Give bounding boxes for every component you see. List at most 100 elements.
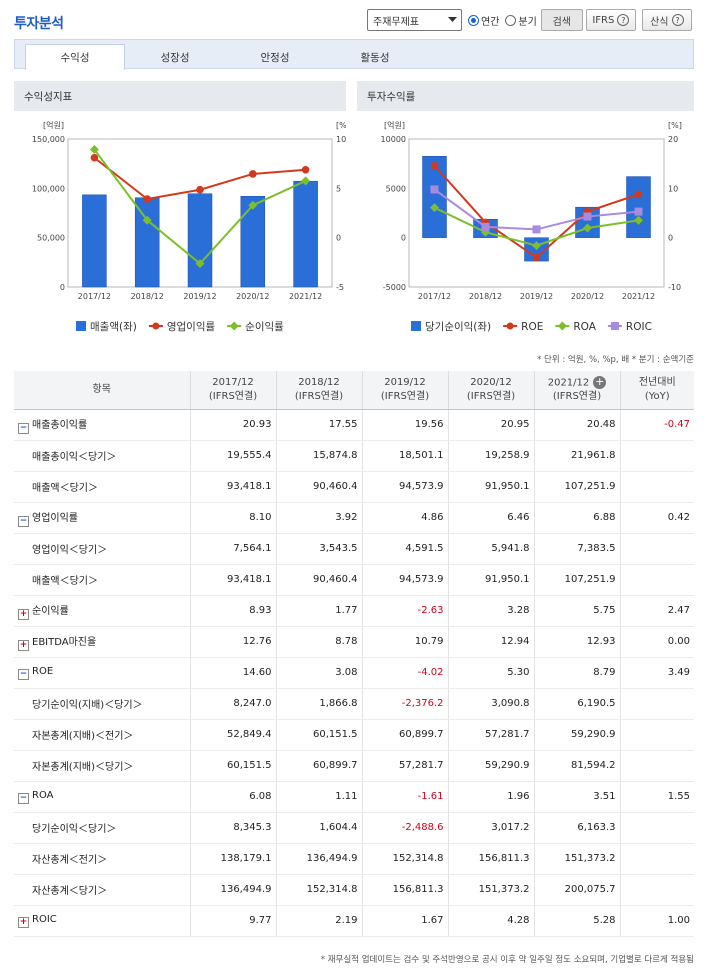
collapse-icon[interactable]: − <box>18 422 29 434</box>
column-header-sublabel: (IFRS연결) <box>208 390 258 402</box>
value-cell: 6,163.3 <box>533 812 620 844</box>
value-cell: 1.67 <box>361 905 448 937</box>
value-cell: 3.51 <box>533 781 620 813</box>
radio-quarter[interactable]: 분기 <box>505 13 537 28</box>
value-cell: 1,866.8 <box>275 688 362 720</box>
value-cell: 8.93 <box>189 595 276 627</box>
tab-stability[interactable]: 안정성 <box>260 51 290 64</box>
table-row: 자산총계＜당기＞ 136,494.9 152,314.8 156,811.3 151,3… <box>14 874 694 906</box>
data-point <box>481 222 490 231</box>
row-label: 영업이익＜당기＞ <box>32 545 108 556</box>
value-cell: 19.56 <box>361 409 448 441</box>
column-header-label: 2018/12 <box>298 376 340 388</box>
column-header: 2018/12 (IFRS연결) <box>275 371 362 410</box>
search-button-label: 검색 <box>552 16 572 28</box>
search-button[interactable]: 검색 <box>540 9 583 31</box>
table-row: 당기순이익＜당기＞ 8,345.3 1,604.4 -2,488.6 3,017.2 6,… <box>14 812 694 844</box>
collapse-icon[interactable]: − <box>18 515 29 527</box>
value-cell: 107,251.9 <box>533 564 620 596</box>
data-point <box>90 153 99 162</box>
value-cell: 7,383.5 <box>533 533 620 565</box>
row-label-cell: 당기순이익＜당기＞ <box>14 812 190 844</box>
value-cell: 3.92 <box>275 502 362 534</box>
value-cell: 4.86 <box>361 502 448 534</box>
row-label-cell: − 매출총이익률 <box>14 409 190 441</box>
yoy-cell <box>619 843 694 875</box>
x-tick-label: 2020/12 <box>236 292 269 301</box>
legend-marker <box>152 322 160 330</box>
collapse-icon[interactable]: − <box>18 668 29 680</box>
value-cell: 91,950.1 <box>447 471 534 503</box>
value-cell: 20.95 <box>447 409 534 441</box>
value-cell: 12.94 <box>447 626 534 658</box>
row-label: 당기순이익＜당기＞ <box>32 824 117 835</box>
y-left-unit: [억원] <box>384 120 405 130</box>
chevron-down-icon <box>448 17 457 22</box>
value-cell: 90,460.4 <box>275 564 362 596</box>
legend-label: 영업이익률 <box>167 320 216 333</box>
y-left-tick-label: 10000 <box>381 135 406 144</box>
y-left-unit: [억원] <box>43 120 64 130</box>
data-point <box>634 190 643 199</box>
row-label-cell: − ROE <box>14 657 190 689</box>
yoy-cell <box>619 440 694 472</box>
data-point <box>143 195 151 203</box>
expand-icon[interactable]: + <box>18 608 29 620</box>
value-cell: 12.76 <box>189 626 276 658</box>
column-header-sublabel: (IFRS연결) <box>294 390 344 402</box>
value-cell: 60,151.5 <box>275 719 362 751</box>
value-cell: 4.28 <box>447 905 534 937</box>
value-cell: 136,494.9 <box>189 874 276 906</box>
value-cell: -1.61 <box>361 781 448 813</box>
collapse-icon[interactable]: − <box>18 792 29 804</box>
y-left-tick-label: 150,000 <box>32 135 65 144</box>
tab-growth[interactable]: 성장성 <box>160 51 190 64</box>
row-label: 당기순이익(지배)＜당기＞ <box>32 700 143 711</box>
value-cell: 2.19 <box>275 905 362 937</box>
data-point <box>532 253 541 262</box>
yoy-cell <box>619 688 694 720</box>
yoy-cell: 1.55 <box>619 781 694 813</box>
yoy-cell: 3.49 <box>619 657 694 689</box>
y-right-tick-label: -10 <box>668 283 681 292</box>
row-label: ROIC <box>32 913 57 925</box>
yoy-cell: 2.47 <box>619 595 694 627</box>
row-label-cell: 자본총계(지배)＜전기＞ <box>14 719 190 751</box>
expand-columns-icon[interactable]: + <box>593 375 607 389</box>
row-label-cell: 영업이익＜당기＞ <box>14 533 190 565</box>
value-cell: 21,961.8 <box>533 440 620 472</box>
row-label-cell: 매출액＜당기＞ <box>14 564 190 596</box>
value-cell: 6.08 <box>189 781 276 813</box>
y-right-tick-label: -5 <box>336 283 344 292</box>
value-cell: 1.96 <box>447 781 534 813</box>
table-header-row: 항목 2017/12 (IFRS연결) 2018/12 (IFRS연결) 2019/12 (… <box>14 371 694 410</box>
data-point <box>634 207 643 216</box>
value-cell: 152,314.8 <box>275 874 362 906</box>
yoy-cell: 1.00 <box>619 905 694 937</box>
formula-help-button[interactable]: 산식? <box>641 9 692 31</box>
value-cell: -2.63 <box>361 595 448 627</box>
statement-select[interactable]: 주재무제표 <box>367 9 462 31</box>
expand-icon[interactable]: + <box>18 639 29 651</box>
value-cell: 1.11 <box>275 781 362 813</box>
radio-annual[interactable]: 연간 <box>468 13 499 28</box>
ifrs-help-button[interactable]: IFRS? <box>585 9 636 31</box>
chart-title-investment-return: 투자수익률 <box>357 81 694 111</box>
value-cell: 60,151.5 <box>189 750 276 782</box>
value-cell: 94,573.9 <box>361 564 448 596</box>
table-body: − 매출총이익률 20.93 17.55 19.56 20.95 20.48 -0.47 매출총… <box>14 409 694 937</box>
data-point <box>301 176 311 186</box>
row-label: ROA <box>32 789 54 801</box>
column-header-label: 2017/12 <box>212 376 254 388</box>
expand-icon[interactable]: + <box>18 916 29 928</box>
row-label: 순이익률 <box>32 605 69 617</box>
table-row: 자본총계(지배)＜전기＞ 52,849.4 60,151.5 60,899.7 57,2… <box>14 719 694 751</box>
tab-activity[interactable]: 활동성 <box>360 51 390 64</box>
value-cell: -2,488.6 <box>361 812 448 844</box>
investment-return-chart: [억원] [%] 10000 5000 0 -5000 20 10 0 -10 2017/12 201… <box>381 120 682 333</box>
tab-profitability[interactable]: 수익성 <box>25 44 125 70</box>
value-cell: 60,899.7 <box>361 719 448 751</box>
row-label-cell: 매출총이익＜당기＞ <box>14 440 190 472</box>
value-cell: 3,017.2 <box>447 812 534 844</box>
value-cell: 19,555.4 <box>189 440 276 472</box>
